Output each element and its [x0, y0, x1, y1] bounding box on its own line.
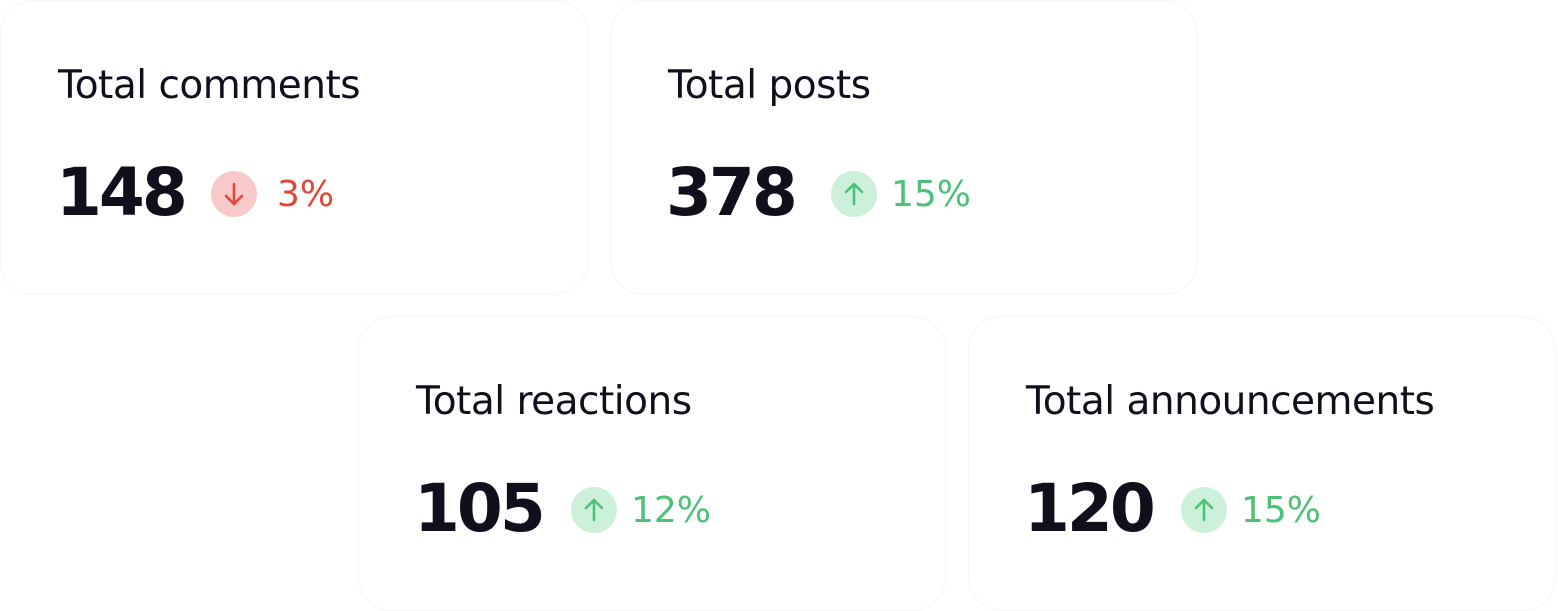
trend-arrow — [584, 498, 604, 522]
card-value: 148 — [56, 154, 188, 231]
trend-badge — [831, 171, 877, 217]
card-title: Total posts — [668, 63, 871, 108]
trend-arrow — [1194, 498, 1214, 522]
stat-card: Total reactions 105 12% — [358, 316, 946, 611]
card-title: Total announcements — [1026, 379, 1435, 424]
change-label: 12% — [631, 490, 712, 531]
stat-card: Total announcements 120 15% — [968, 316, 1556, 611]
card-title: Total reactions — [416, 379, 692, 424]
change-label: 3% — [277, 174, 335, 215]
trend-arrow — [224, 182, 244, 206]
stat-card: Total posts 378 15% — [610, 0, 1198, 295]
trend-badge — [571, 487, 617, 533]
trend-badge — [1181, 487, 1227, 533]
card-value: 105 — [414, 470, 546, 547]
card-value: 378 — [666, 154, 798, 231]
trend-arrow — [844, 182, 864, 206]
change-label: 15% — [891, 174, 972, 215]
stat-card: Total comments 148 3% — [0, 0, 588, 295]
trend-badge — [211, 171, 257, 217]
card-value: 120 — [1024, 470, 1156, 547]
card-title: Total comments — [58, 63, 361, 108]
change-label: 15% — [1241, 490, 1322, 531]
